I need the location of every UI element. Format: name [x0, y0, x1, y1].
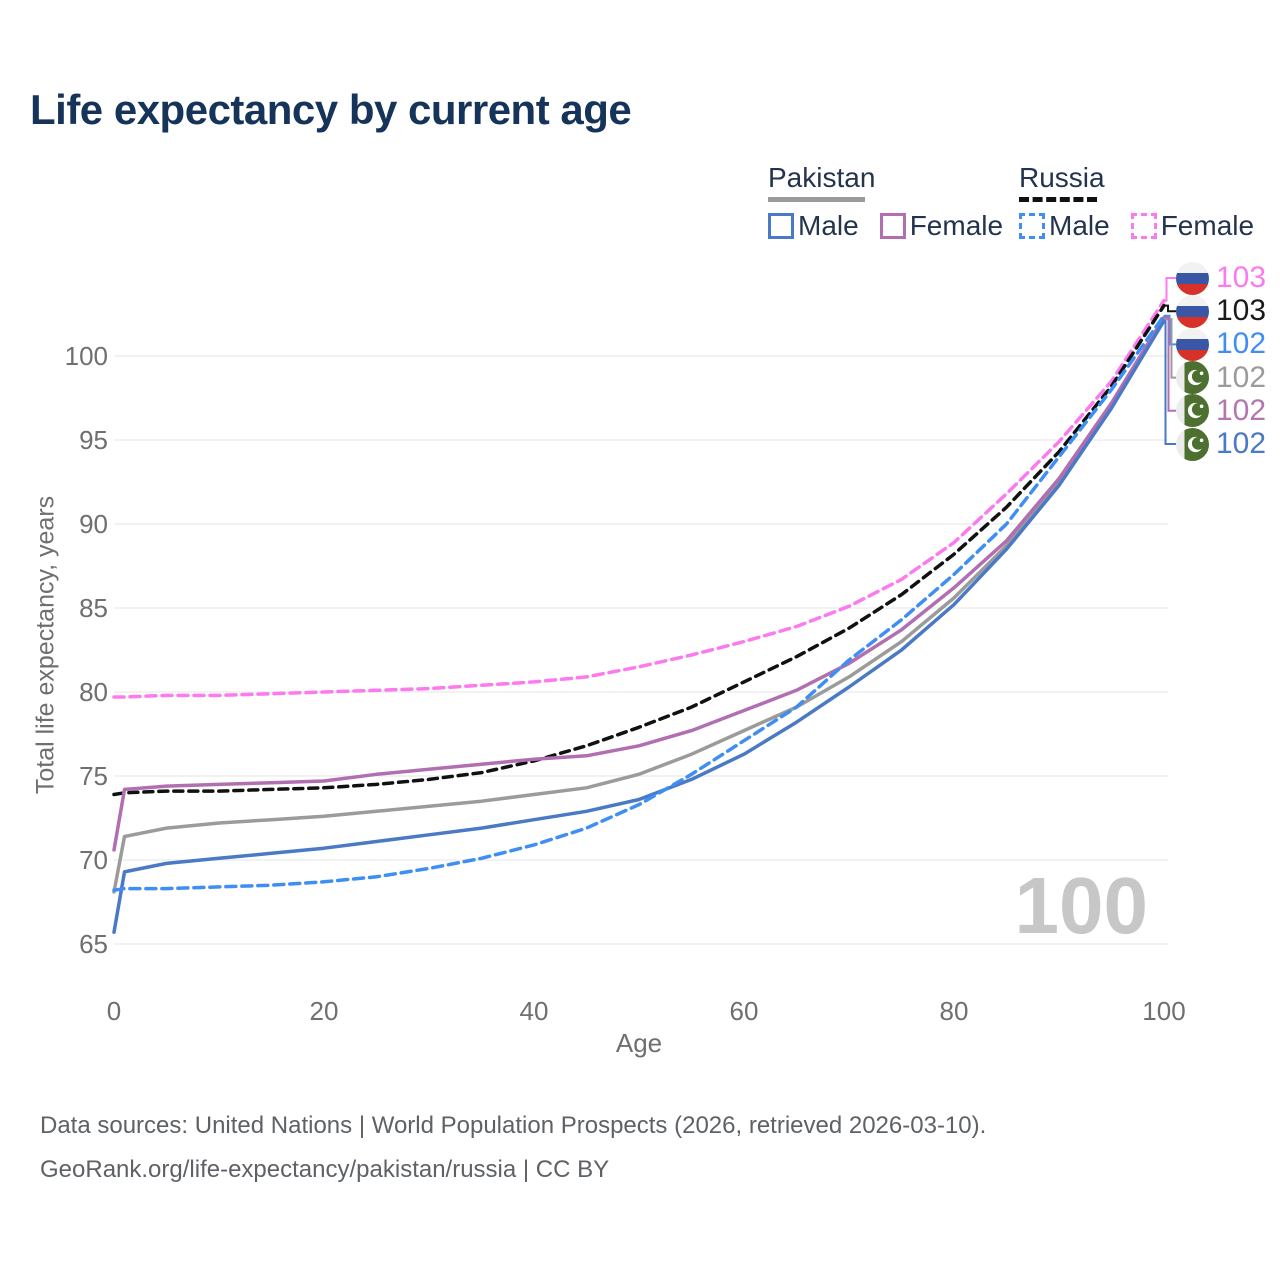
legend-label-russia-male[interactable]: Male — [1049, 210, 1110, 241]
endpoint-label-pakistan-total: 102 — [1176, 361, 1266, 395]
y-tick-label-100: 100 — [64, 341, 108, 371]
legend-swatch-russia-female[interactable] — [1130, 213, 1157, 239]
endpoint-value-pakistan-total: 102 — [1216, 360, 1267, 394]
series-line-russia-total — [112, 303, 1166, 797]
endpoint-label-russia-total: 103 — [1176, 294, 1266, 328]
russia-flag-icon — [1176, 261, 1209, 295]
page-title: Life expectancy by current age — [30, 86, 632, 133]
legend-underline-pakistan-solid — [768, 197, 865, 202]
y-tick-label-85: 85 — [79, 593, 108, 623]
series-line-russia-male — [112, 313, 1166, 892]
legend-label-pakistan-female[interactable]: Female — [909, 210, 1004, 241]
y-tick-label-65: 65 — [79, 929, 108, 959]
pakistan-flag-icon — [1176, 361, 1209, 395]
series-line-pakistan-female — [112, 315, 1166, 852]
label-connector-russia-female — [1164, 277, 1176, 302]
y-tick-label-80: 80 — [79, 677, 108, 707]
age-counter-watermark: 100 — [1014, 861, 1148, 950]
x-tick-label-100: 100 — [1142, 996, 1186, 1026]
y-tick-label-95: 95 — [79, 425, 108, 455]
label-connector-russia-total — [1164, 304, 1176, 313]
legend-country-pakistan: Pakistan — [768, 162, 876, 193]
series-line-pakistan-total — [112, 317, 1166, 894]
legend-group-pakistan: Pakistan Male Female — [768, 162, 1024, 242]
legend-label-pakistan-male[interactable]: Male — [798, 210, 859, 241]
y-tick-label-70: 70 — [79, 845, 108, 875]
pakistan-flag-icon — [1176, 394, 1209, 428]
footer: Data sources: United Nations | World Pop… — [40, 1104, 986, 1192]
x-tick-label-20: 20 — [309, 996, 339, 1026]
y-tick-label-90: 90 — [79, 509, 108, 539]
legend-country-russia: Russia — [1019, 162, 1105, 193]
endpoint-value-russia-total: 103 — [1216, 294, 1267, 328]
x-tick-label-60: 60 — [729, 996, 759, 1026]
legend-group-russia: Russia Male Female — [1019, 162, 1275, 242]
x-tick-label-40: 40 — [519, 996, 549, 1026]
pakistan-flag-icon — [1176, 427, 1209, 461]
footer-sources-line: Data sources: United Nations | World Pop… — [40, 1112, 987, 1139]
footer-url-line: GeoRank.org/life-expectancy/pakistan/rus… — [40, 1156, 610, 1183]
endpoint-label-russia-male: 102 — [1176, 327, 1266, 361]
endpoint-value-russia-female: 103 — [1216, 261, 1267, 294]
legend-label-russia-female[interactable]: Female — [1160, 210, 1255, 241]
russia-flag-icon — [1176, 327, 1209, 361]
x-tick-label-80: 80 — [939, 996, 969, 1026]
endpoint-label-pakistan-male: 102 — [1176, 427, 1266, 461]
legend-underline-russia-dashed — [1019, 197, 1097, 202]
endpoint-value-russia-male: 102 — [1216, 327, 1267, 361]
endpoint-label-pakistan-female: 102 — [1176, 394, 1266, 428]
x-axis-title: Age — [615, 1028, 663, 1058]
endpoint-value-pakistan-female: 102 — [1216, 393, 1267, 427]
x-tick-label-0: 0 — [106, 996, 122, 1026]
legend-swatch-russia-male[interactable] — [1019, 213, 1045, 239]
russia-flag-icon — [1176, 294, 1209, 328]
y-axis-title: Total life expectancy, years — [31, 495, 60, 795]
legend-swatch-pakistan-female[interactable] — [879, 213, 906, 239]
endpoint-value-pakistan-male: 102 — [1216, 427, 1267, 460]
endpoint-label-russia-female: 103 — [1176, 261, 1266, 295]
series-line-pakistan-male — [112, 318, 1166, 934]
label-connector-pakistan-female — [1164, 316, 1176, 412]
series-line-russia-female — [112, 298, 1166, 699]
label-connector-pakistan-male — [1164, 319, 1176, 445]
y-tick-label-75: 75 — [79, 761, 108, 791]
legend-swatch-pakistan-male[interactable] — [768, 213, 794, 239]
